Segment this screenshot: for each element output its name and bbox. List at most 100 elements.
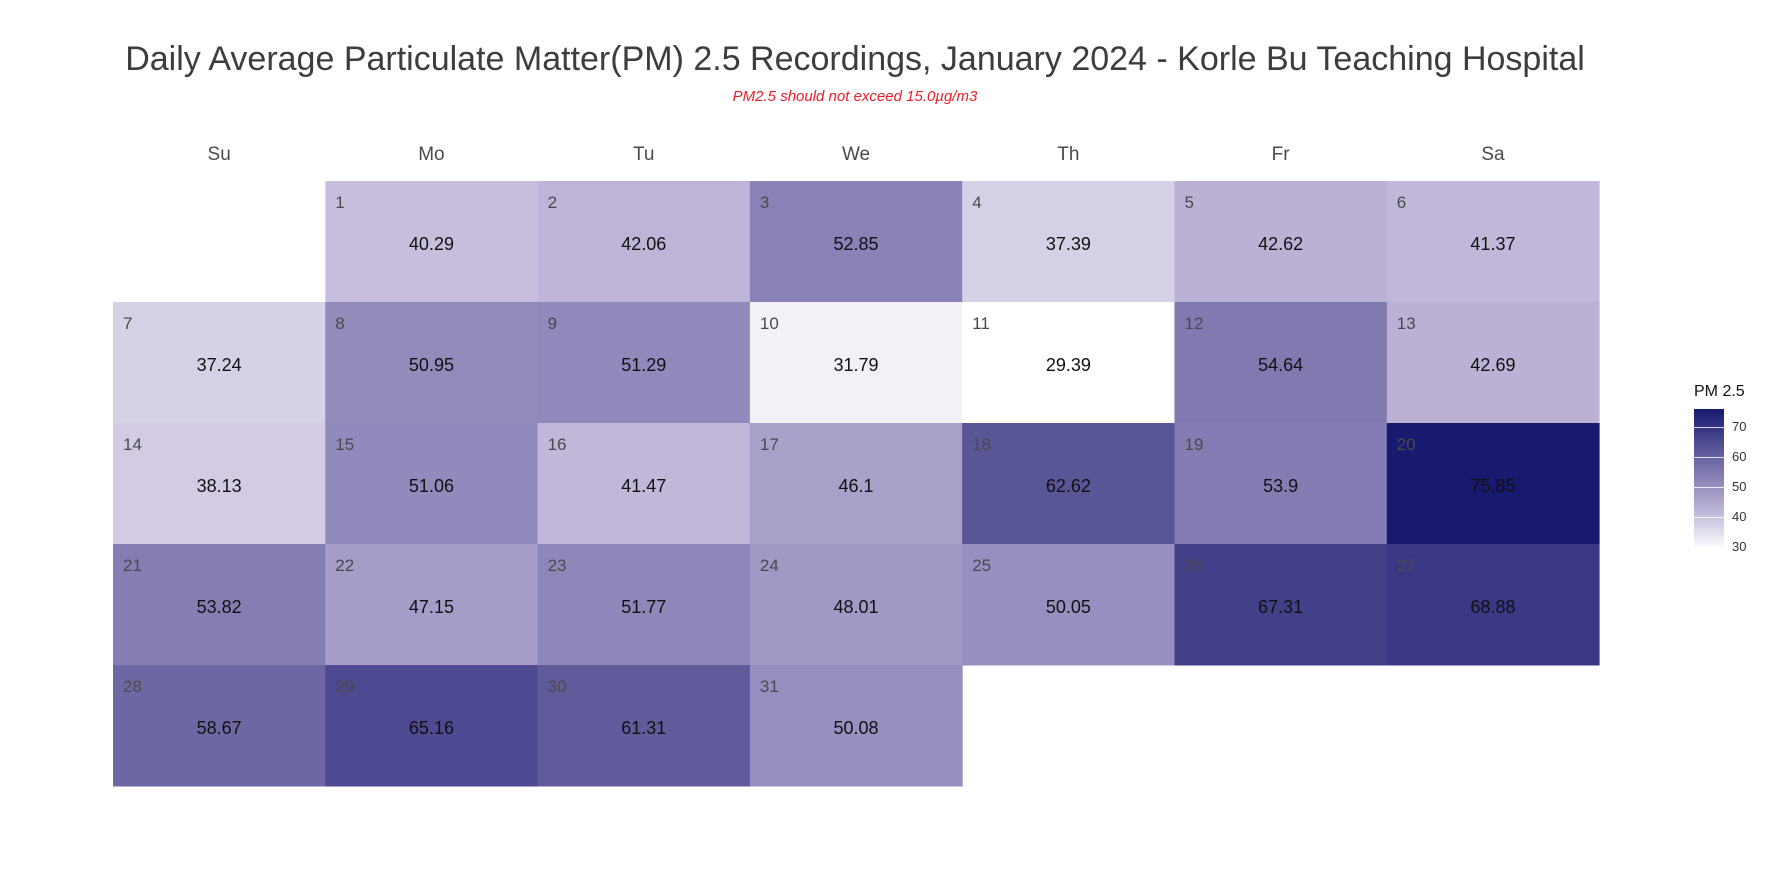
legend-tick-label-60: 60 bbox=[1732, 448, 1747, 464]
day-number-3: 3 bbox=[760, 193, 769, 212]
day-number-9: 9 bbox=[548, 314, 557, 333]
day-value-31: 50.08 bbox=[834, 718, 879, 738]
day-cell-29 bbox=[325, 665, 539, 787]
day-number-21: 21 bbox=[123, 556, 142, 575]
day-cell-17 bbox=[749, 423, 963, 545]
weekday-label-fr: Fr bbox=[1272, 144, 1291, 165]
weekday-label-we: We bbox=[842, 144, 870, 165]
day-number-7: 7 bbox=[123, 314, 132, 333]
day-value-4: 37.39 bbox=[1046, 234, 1091, 254]
day-number-22: 22 bbox=[335, 556, 354, 575]
day-cell-5 bbox=[1174, 181, 1388, 303]
day-value-15: 51.06 bbox=[409, 476, 454, 496]
legend-tick-40 bbox=[1694, 517, 1724, 519]
legend-tick-30 bbox=[1694, 547, 1724, 549]
weekday-label-tu: Tu bbox=[633, 144, 654, 165]
day-number-12: 12 bbox=[1185, 314, 1204, 333]
legend-tick-label-30: 30 bbox=[1732, 539, 1747, 555]
day-value-20: 75.85 bbox=[1470, 476, 1515, 496]
day-number-25: 25 bbox=[972, 556, 991, 575]
day-number-10: 10 bbox=[760, 314, 779, 333]
day-value-22: 47.15 bbox=[409, 597, 454, 617]
day-number-4: 4 bbox=[972, 193, 981, 212]
day-number-23: 23 bbox=[548, 556, 567, 575]
day-value-18: 62.62 bbox=[1046, 476, 1091, 496]
day-cell-6 bbox=[1386, 181, 1600, 303]
day-number-14: 14 bbox=[123, 435, 142, 454]
day-number-8: 8 bbox=[335, 314, 344, 333]
day-value-6: 41.37 bbox=[1470, 234, 1515, 254]
day-cell-12 bbox=[1174, 302, 1388, 424]
day-value-24: 48.01 bbox=[834, 597, 879, 617]
day-cell-2 bbox=[537, 181, 751, 303]
day-value-9: 51.29 bbox=[621, 355, 666, 375]
day-value-14: 38.13 bbox=[197, 476, 242, 496]
day-number-27: 27 bbox=[1397, 556, 1416, 575]
day-value-21: 53.82 bbox=[197, 597, 242, 617]
weekday-label-sa: Sa bbox=[1481, 144, 1505, 165]
day-cell-4 bbox=[962, 181, 1175, 303]
day-number-24: 24 bbox=[760, 556, 779, 575]
day-number-11: 11 bbox=[972, 314, 990, 333]
day-number-29: 29 bbox=[335, 677, 354, 696]
weekday-label-th: Th bbox=[1057, 144, 1079, 165]
legend-color-bar bbox=[1694, 409, 1724, 549]
day-cell-1 bbox=[325, 181, 539, 303]
day-cell-24 bbox=[749, 544, 963, 666]
day-cell-28 bbox=[113, 665, 326, 787]
color-legend: PM 2.5 30 40 50 60 70 bbox=[1694, 383, 1746, 554]
day-number-16: 16 bbox=[548, 435, 567, 454]
day-cell-23 bbox=[537, 544, 751, 666]
day-cell-18 bbox=[962, 423, 1175, 545]
legend-tick-70 bbox=[1694, 426, 1724, 428]
day-number-17: 17 bbox=[760, 435, 779, 454]
legend-title: PM 2.5 bbox=[1694, 383, 1745, 400]
day-number-28: 28 bbox=[123, 677, 142, 696]
day-value-23: 51.77 bbox=[621, 597, 666, 617]
day-value-11: 29.39 bbox=[1046, 355, 1091, 375]
day-cell-30 bbox=[537, 665, 751, 787]
day-value-7: 37.24 bbox=[197, 355, 242, 375]
day-cell-9 bbox=[537, 302, 751, 424]
day-value-12: 54.64 bbox=[1258, 355, 1303, 375]
legend-tick-50 bbox=[1694, 486, 1724, 488]
day-number-20: 20 bbox=[1397, 435, 1416, 454]
day-cell-3 bbox=[749, 181, 963, 303]
day-value-30: 61.31 bbox=[621, 718, 666, 738]
day-cell-11 bbox=[962, 302, 1175, 424]
legend-tick-label-70: 70 bbox=[1732, 418, 1747, 434]
day-number-31: 31 bbox=[760, 677, 779, 696]
day-number-2: 2 bbox=[548, 193, 557, 212]
day-value-1: 40.29 bbox=[409, 234, 454, 254]
day-cell-21 bbox=[113, 544, 326, 666]
day-number-5: 5 bbox=[1185, 193, 1194, 212]
legend-tick-label-50: 50 bbox=[1732, 478, 1747, 494]
day-cell-7 bbox=[113, 302, 326, 424]
day-value-16: 41.47 bbox=[621, 476, 666, 496]
day-value-25: 50.05 bbox=[1046, 597, 1091, 617]
day-number-15: 15 bbox=[335, 435, 354, 454]
day-value-26: 67.31 bbox=[1258, 597, 1303, 617]
day-number-19: 19 bbox=[1185, 435, 1204, 454]
day-value-3: 52.85 bbox=[834, 234, 879, 254]
day-cell-16 bbox=[537, 423, 751, 545]
day-cell-20 bbox=[1386, 423, 1600, 545]
day-cell-14 bbox=[113, 423, 326, 545]
day-cell-22 bbox=[325, 544, 539, 666]
day-cell-19 bbox=[1174, 423, 1388, 545]
day-value-29: 65.16 bbox=[409, 718, 454, 738]
chart-title: Daily Average Particulate Matter(PM) 2.5… bbox=[125, 40, 1585, 78]
day-cell-26 bbox=[1174, 544, 1388, 666]
day-cell-13 bbox=[1386, 302, 1600, 424]
day-cell-31 bbox=[749, 665, 963, 787]
day-value-2: 42.06 bbox=[621, 234, 666, 254]
day-number-26: 26 bbox=[1185, 556, 1204, 575]
legend-tick-60 bbox=[1694, 456, 1724, 458]
day-cell-10 bbox=[749, 302, 963, 424]
weekday-label-mo: Mo bbox=[418, 144, 444, 165]
day-value-10: 31.79 bbox=[834, 355, 879, 375]
day-number-30: 30 bbox=[548, 677, 567, 696]
day-value-19: 53.9 bbox=[1263, 476, 1298, 496]
day-cell-8 bbox=[325, 302, 539, 424]
